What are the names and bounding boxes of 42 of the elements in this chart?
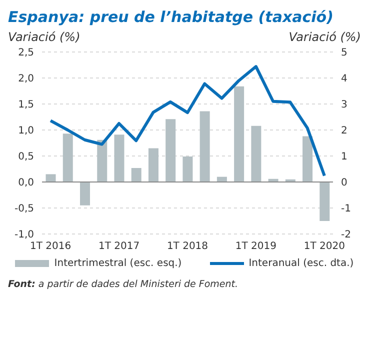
bar (80, 182, 90, 206)
bar (148, 148, 158, 182)
y-tick-label: -1,0 (14, 230, 34, 241)
y-tick-label: 1,0 (18, 126, 34, 137)
y-tick-label: 2,0 (18, 74, 34, 85)
bar (234, 86, 244, 182)
y2-tick-label: 1 (341, 152, 348, 163)
legend-label: Interanual (esc. dta.) (248, 258, 354, 269)
x-tick-label: 1T 2017 (98, 241, 140, 252)
y-tick-label: -0,5 (14, 204, 34, 215)
bar (320, 182, 330, 221)
x-tick-label: 1T 2020 (304, 241, 345, 252)
x-tick-label: 1T 2018 (166, 241, 208, 252)
bar (131, 168, 142, 182)
y-axis-title: Variació (%) (8, 30, 80, 44)
bar (97, 140, 108, 182)
chart-title: Espanya: preu de l’habitatge (taxació) (8, 8, 334, 26)
y2-tick-label: 3 (341, 100, 348, 111)
y2-tick-label: 0 (341, 178, 348, 189)
y2-axis-title: Variació (%) (288, 30, 361, 44)
y-tick-label: 0,0 (18, 178, 34, 189)
bar (182, 156, 193, 182)
y2-tick-label: 5 (341, 48, 348, 59)
bar (302, 136, 313, 182)
text: Font: a partir de dades del Ministeri de Foment. (8, 279, 240, 290)
y-tick-label: 1,5 (18, 100, 34, 111)
x-tick-label: 1T 2016 (30, 241, 72, 252)
x-tick-label: 1T 2019 (235, 241, 277, 252)
y-tick-label: 2,5 (18, 48, 34, 59)
y2-tick-label: -1 (341, 204, 351, 215)
y-tick-label: 0,5 (18, 152, 34, 163)
bar (46, 174, 56, 182)
bar (166, 119, 176, 182)
bar (251, 126, 262, 182)
y2-tick-label: 4 (341, 74, 348, 85)
legend-label: Intertrimestral (esc. esq.) (53, 258, 182, 269)
bar (114, 134, 124, 182)
line-series (49, 65, 326, 178)
y2-tick-label: -2 (341, 230, 351, 241)
bar (62, 134, 73, 182)
y2-tick-label: 2 (341, 126, 348, 137)
bar (200, 111, 210, 182)
